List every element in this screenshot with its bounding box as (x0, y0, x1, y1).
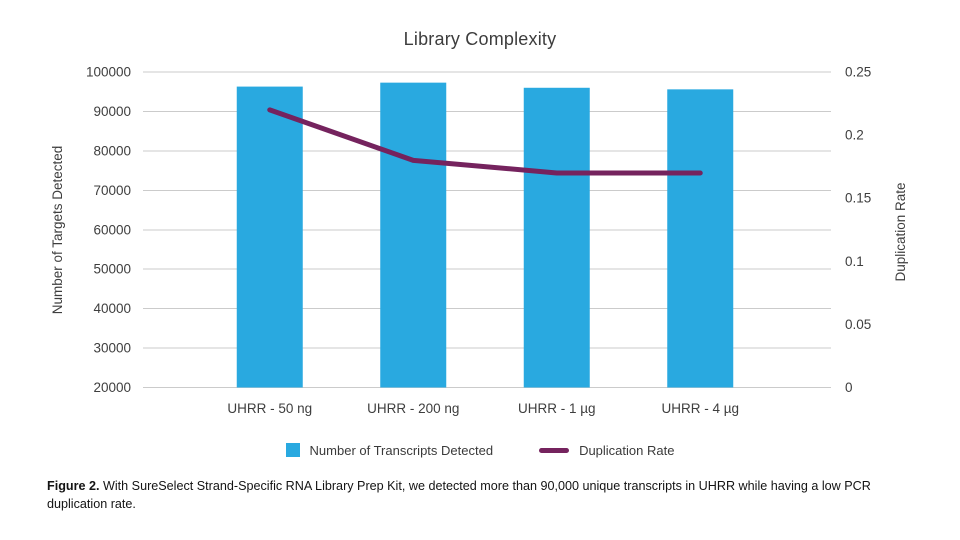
figure-caption: Figure 2. With SureSelect Strand-Specifi… (47, 478, 905, 514)
right-tick-label: 0.25 (845, 65, 871, 80)
left-axis-ticks: 100000 90000 80000 70000 60000 50000 40000 3000… (86, 65, 131, 396)
left-tick-label: 80000 (93, 143, 131, 158)
left-tick-label: 70000 (93, 183, 131, 198)
bar (380, 82, 447, 388)
bar (523, 87, 590, 388)
left-tick-label: 30000 (93, 341, 131, 356)
right-tick-label: 0.2 (845, 128, 864, 143)
category-label: UHRR - 4 µg (661, 401, 739, 416)
bar (667, 89, 734, 388)
legend-label: Duplication Rate (579, 442, 675, 458)
right-axis-title: Duplication Rate (893, 182, 908, 281)
category-labels: UHRR - 50 ng UHRR - 200 ng UHRR - 1 µg UHRR… (227, 401, 739, 416)
legend: Number of Transcripts Detected Duplicati… (0, 440, 960, 460)
left-tick-label: 60000 (93, 222, 131, 237)
chart-svg: 100000 90000 80000 70000 60000 50000 40000 3000… (50, 65, 908, 417)
left-axis-title: Number of Targets Detected (50, 146, 65, 315)
bar (236, 86, 303, 388)
legend-item-transcripts: Number of Transcripts Detected (285, 442, 494, 458)
bar-swatch-icon (285, 443, 300, 457)
left-tick-label: 50000 (93, 262, 131, 277)
caption-text: With SureSelect Strand-Specific RNA Libr… (47, 479, 871, 511)
right-axis-ticks: 0.25 0.2 0.15 0.1 0.05 0 (845, 65, 871, 396)
line-swatch-icon (539, 447, 570, 453)
right-tick-label: 0.15 (845, 191, 871, 206)
left-tick-label: 90000 (93, 104, 131, 119)
category-label: UHRR - 50 ng (227, 401, 312, 416)
bars-series (236, 82, 734, 388)
right-tick-label: 0 (845, 380, 853, 395)
caption-prefix: Figure 2. (47, 479, 100, 493)
right-tick-label: 0.05 (845, 317, 871, 332)
category-label: UHRR - 1 µg (518, 401, 596, 416)
category-label: UHRR - 200 ng (367, 401, 459, 416)
left-tick-label: 40000 (93, 301, 131, 316)
left-tick-label: 100000 (86, 65, 131, 80)
left-tick-label: 20000 (93, 380, 131, 395)
duplication-rate-line (267, 107, 703, 176)
chart-title: Library Complexity (403, 29, 557, 49)
legend-label: Number of Transcripts Detected (309, 442, 494, 458)
legend-item-duplication: Duplication Rate (539, 443, 674, 458)
right-tick-label: 0.1 (845, 254, 864, 269)
